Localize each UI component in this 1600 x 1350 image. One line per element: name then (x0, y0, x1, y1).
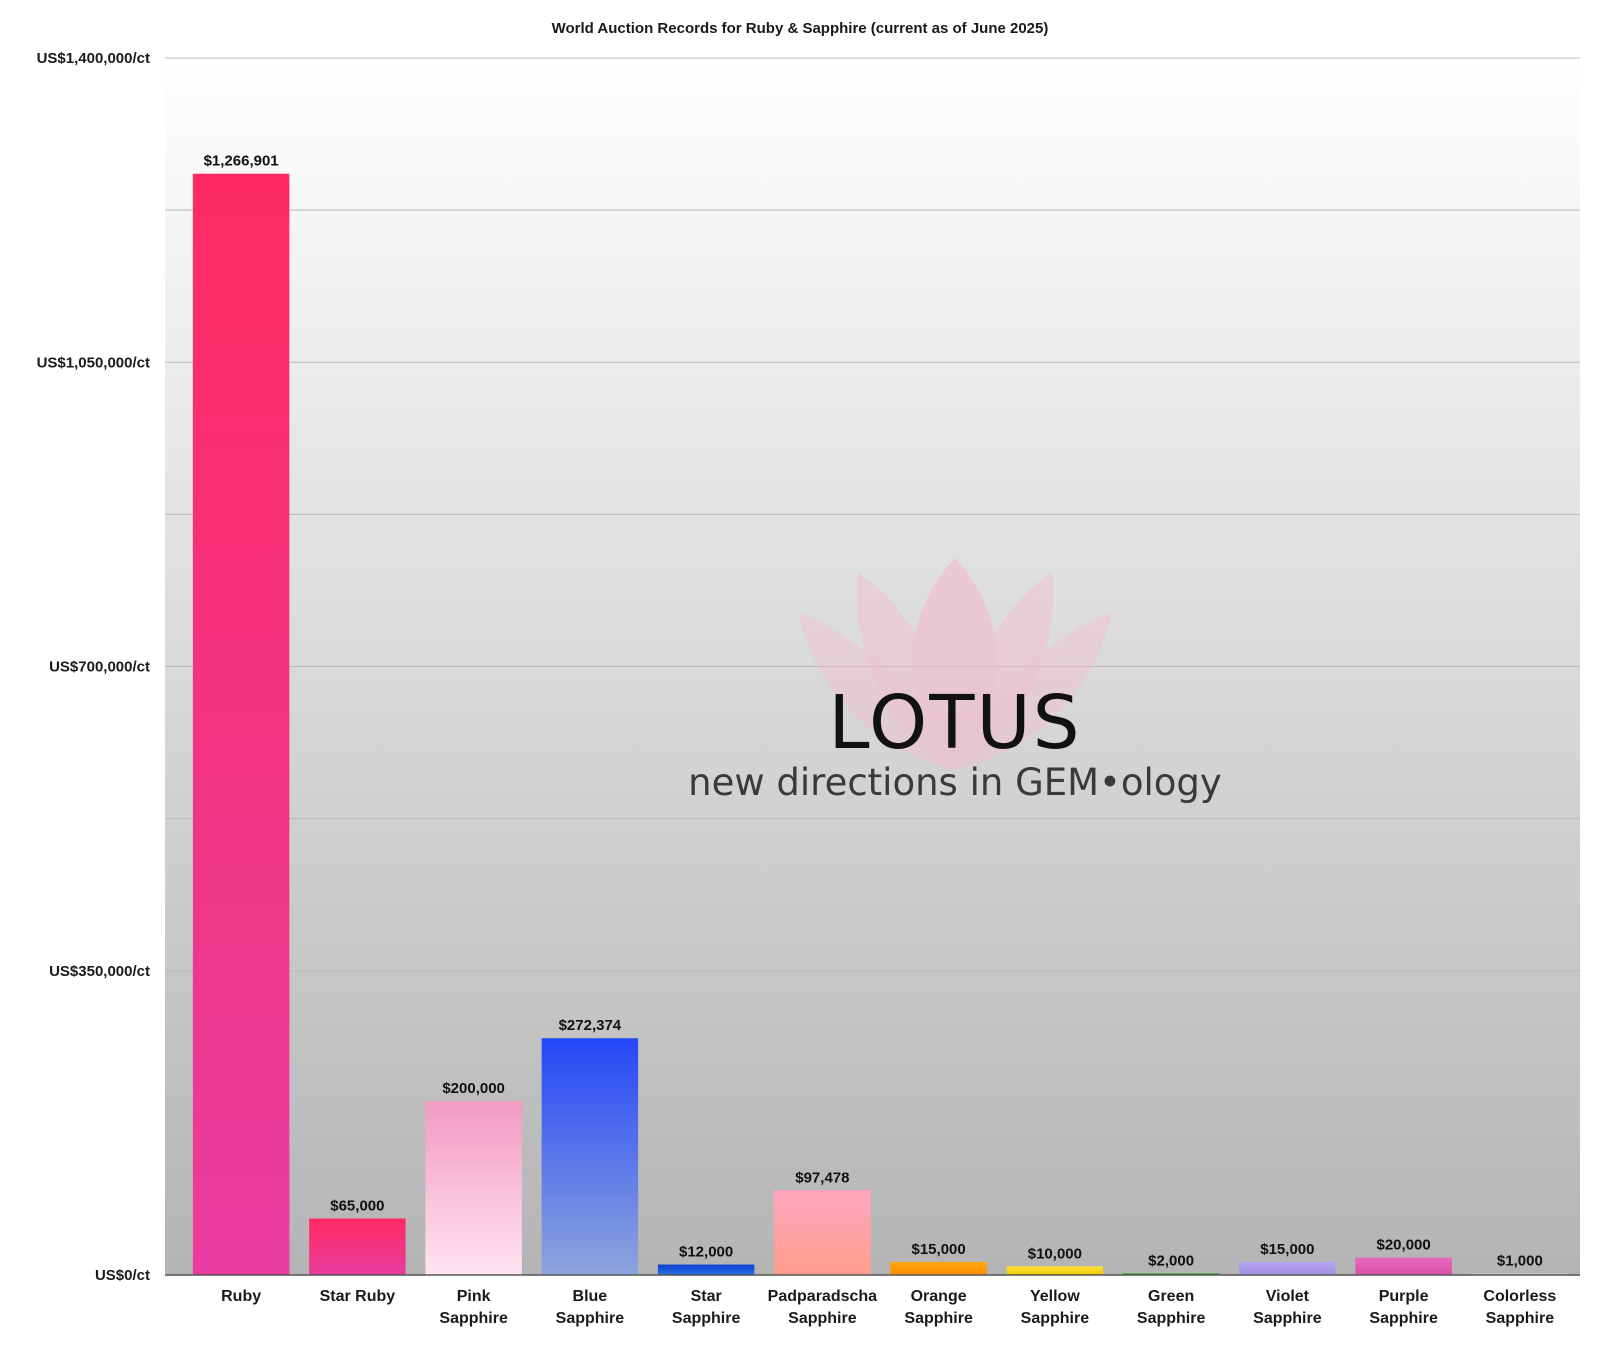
bar (309, 1218, 406, 1275)
watermark-brand: LOTUS (828, 680, 1081, 766)
data-label: $200,000 (442, 1080, 505, 1097)
grid-lines: US$0/ct US$350,000/ct US$700,000/ct US$1,05… (37, 50, 1580, 1284)
x-tick-label: Blue (573, 1288, 608, 1305)
x-tick-label: Star (691, 1288, 722, 1305)
x-tick-label: Sapphire (672, 1310, 741, 1327)
x-tick-label: Sapphire (788, 1310, 857, 1327)
chart-title: World Auction Records for Ruby & Sapphir… (551, 20, 1049, 37)
y-tick-label: US$350,000/ct (49, 963, 150, 980)
bar (1355, 1257, 1452, 1275)
x-tick-label: Pink (457, 1288, 491, 1305)
x-tick-label: Padparadscha (768, 1288, 877, 1305)
bar (774, 1190, 871, 1275)
data-label: $1,000 (1497, 1253, 1543, 1270)
data-label: $272,374 (559, 1017, 622, 1034)
x-tick-label: Sapphire (1369, 1310, 1438, 1327)
lotus-watermark: LOTUS new directions in GEM•ology (688, 558, 1222, 804)
bar (425, 1101, 522, 1275)
data-label: $97,478 (795, 1169, 849, 1186)
x-tick-label: Sapphire (904, 1310, 973, 1327)
x-tick-label: Sapphire (1137, 1310, 1206, 1327)
y-tick-label: US$0/ct (95, 1267, 150, 1284)
x-tick-label: Green (1148, 1288, 1194, 1305)
data-label: $2,000 (1148, 1252, 1194, 1269)
x-tick-label: Purple (1379, 1288, 1429, 1305)
bar (1239, 1261, 1336, 1275)
x-tick-label: Star Ruby (320, 1288, 396, 1305)
data-label: $65,000 (330, 1197, 384, 1214)
data-label: $10,000 (1028, 1245, 1082, 1262)
y-tick-label: US$1,400,000/ct (37, 50, 150, 67)
x-tick-label: Colorless (1483, 1288, 1556, 1305)
x-tick-label: Sapphire (556, 1310, 625, 1327)
bar (1006, 1266, 1104, 1275)
data-label: $20,000 (1377, 1237, 1431, 1254)
x-tick-label: Sapphire (439, 1310, 508, 1327)
x-tick-label: Sapphire (1486, 1310, 1555, 1327)
y-tick-label: US$700,000/ct (49, 659, 150, 676)
bar (1122, 1273, 1220, 1275)
bars: $1,266,901 $65,000 $200,000 $272,374 $12,000… (192, 153, 1569, 1276)
y-tick-label: US$1,050,000/ct (37, 354, 150, 371)
bar (890, 1261, 987, 1275)
x-tick-label: Ruby (221, 1288, 261, 1305)
data-label: $12,000 (679, 1244, 733, 1261)
watermark-tagline: new directions in GEM•ology (688, 761, 1222, 804)
data-label: $1,266,901 (204, 153, 279, 170)
x-tick-label: Sapphire (1253, 1310, 1322, 1327)
x-axis: Ruby Star Ruby Pink Sapphire Blue Sapphire Sta… (165, 1274, 1580, 1327)
x-tick-label: Yellow (1030, 1288, 1080, 1305)
data-label: $15,000 (1260, 1241, 1314, 1258)
bar (541, 1038, 639, 1275)
x-tick-label: Orange (911, 1288, 967, 1305)
bar (192, 173, 290, 1276)
lotus-flower-icon (798, 558, 1112, 770)
x-tick-label: Sapphire (1021, 1310, 1090, 1327)
x-tick-label: Violet (1266, 1288, 1310, 1305)
data-label: $15,000 (912, 1241, 966, 1258)
bar (657, 1264, 755, 1275)
